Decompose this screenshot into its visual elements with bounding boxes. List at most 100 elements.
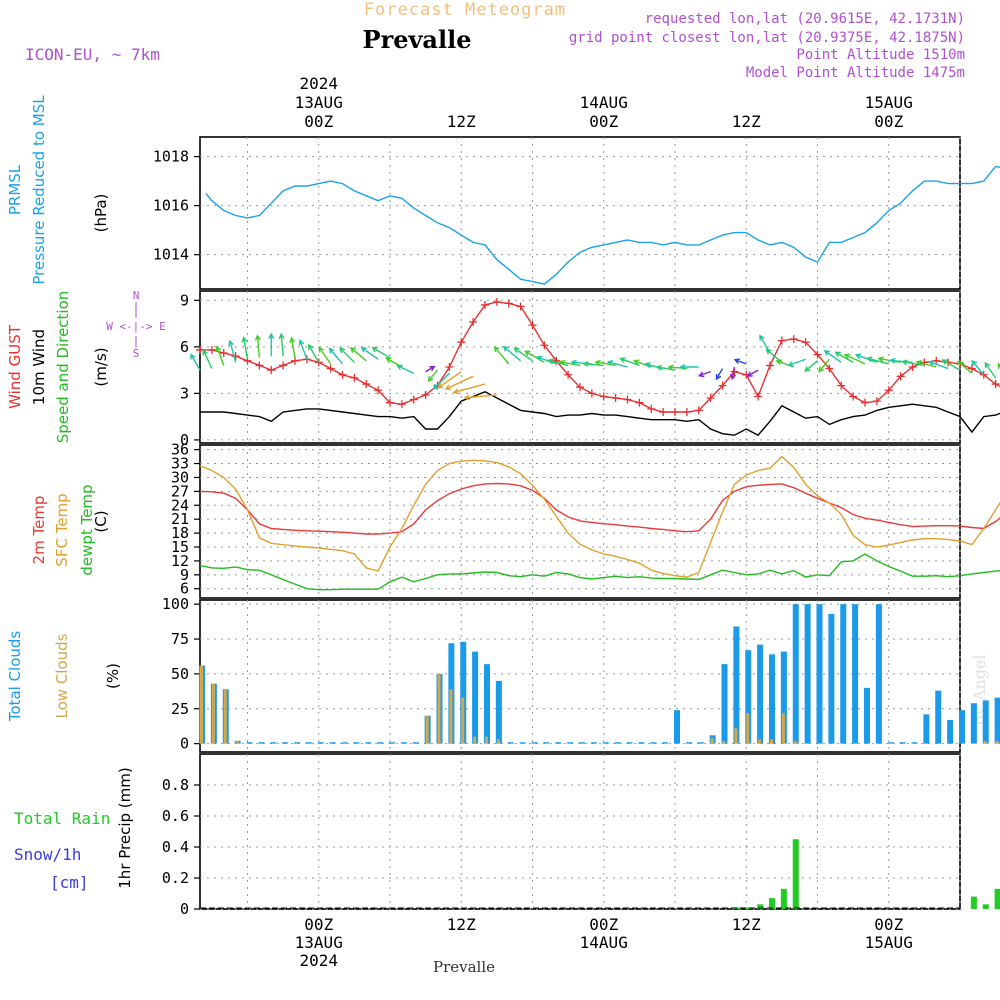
low-cloud-bar xyxy=(437,673,441,744)
gust-marker xyxy=(706,394,715,403)
wind-arrow xyxy=(548,359,569,367)
gust-marker xyxy=(576,383,584,392)
wind-arrow-head xyxy=(854,353,862,360)
unit-label: (m/s) xyxy=(92,347,110,386)
y-tick-label: 50 xyxy=(171,665,189,683)
y-tick-label: 15 xyxy=(171,538,189,556)
wind-arrow-head xyxy=(823,350,830,356)
rain-bar xyxy=(792,839,799,909)
wind-arrow-head xyxy=(396,364,403,371)
wind-arrow-head xyxy=(765,348,772,355)
product-title: Forecast Meteogram xyxy=(364,0,566,20)
y-tick-label: 18 xyxy=(171,524,189,542)
total-cloud-bar xyxy=(567,742,574,744)
low-cloud-bar xyxy=(758,739,762,744)
total-cloud-bar xyxy=(792,604,799,744)
gust-marker xyxy=(540,341,549,350)
total-cloud-bar xyxy=(852,604,859,744)
rain-bar xyxy=(745,907,752,909)
low-cloud-bar xyxy=(425,715,429,744)
total-cloud-bar xyxy=(472,651,479,744)
y-tick-label: 27 xyxy=(171,482,189,500)
gust-marker xyxy=(766,361,774,370)
low-cloud-bar xyxy=(995,740,999,744)
y-tick-label: 0 xyxy=(180,900,189,918)
wind-arrow-head xyxy=(570,359,577,366)
wind-arrow-head xyxy=(606,359,614,366)
total-cloud-bar xyxy=(460,641,467,744)
wind-arrow xyxy=(494,346,510,365)
gust-marker xyxy=(587,389,596,398)
total-cloud-bar xyxy=(662,742,669,744)
y-tick-label: 75 xyxy=(171,630,189,648)
wind-arrow-head xyxy=(971,359,978,367)
wind-arrow xyxy=(427,369,439,382)
wind-arrow-head xyxy=(202,349,208,356)
rain-side-label: Total Rain xyxy=(14,809,110,828)
gust-marker xyxy=(314,358,323,367)
gust-marker xyxy=(492,297,501,306)
wind-arrow-head xyxy=(759,334,765,341)
wind-arrow-head xyxy=(427,375,434,382)
total-cloud-bar xyxy=(531,742,538,744)
panel-ylabel: dewpt Temp xyxy=(78,484,96,575)
y-tick-label: 100 xyxy=(162,595,189,613)
gust-marker xyxy=(599,392,608,401)
top-time-label: 00Z xyxy=(304,112,333,131)
wind-arrow-head xyxy=(679,363,686,371)
total-cloud-bar xyxy=(412,742,419,744)
low-cloud-bar xyxy=(461,697,465,744)
wind-arrow xyxy=(747,369,759,377)
panel-ylabel: Wind GUST xyxy=(6,324,24,409)
top-time-label: 12Z xyxy=(732,112,761,131)
top-time-label: 2024 xyxy=(299,74,338,93)
bottom-time-label: 15AUG xyxy=(865,933,913,952)
bottom-time-label: 13AUG xyxy=(295,933,343,952)
unit-label: (%) xyxy=(104,663,122,689)
low-cloud-bar xyxy=(710,738,714,744)
wind-arrow-head xyxy=(715,373,722,381)
wind-arrow xyxy=(855,354,878,364)
total-cloud-bar xyxy=(970,703,977,744)
panel-ylabel: Total Clouds xyxy=(6,631,24,723)
panel-ylabel: 1hr Precip (mm) xyxy=(116,767,134,888)
gust-marker xyxy=(397,400,406,409)
total-cloud-bar xyxy=(947,719,954,744)
wind-arrow-head xyxy=(278,332,285,340)
gust-marker xyxy=(647,404,656,413)
gust-marker xyxy=(682,407,691,416)
wind-arrow xyxy=(942,359,961,371)
y-tick-label: 36 xyxy=(171,441,189,459)
total-cloud-bar xyxy=(484,664,490,744)
gust-marker xyxy=(326,364,335,373)
rain-bar xyxy=(769,898,775,909)
footer-location: Prevalle xyxy=(433,958,495,976)
low-cloud-bar xyxy=(223,689,227,744)
wind-arrow xyxy=(216,346,225,366)
gust-marker xyxy=(825,364,834,373)
total-cloud-bar xyxy=(757,644,764,744)
gust-marker xyxy=(813,350,822,359)
model-altitude: Model Point Altitude 1475m xyxy=(746,65,965,81)
wind-arrow-head xyxy=(619,357,626,363)
gust-marker xyxy=(374,386,383,395)
total-cloud-bar xyxy=(994,697,1000,744)
wind-arrow-head xyxy=(667,364,674,371)
gust-marker xyxy=(196,345,204,354)
wind-arrow-head xyxy=(190,353,196,360)
total-cloud-bar xyxy=(745,650,752,744)
wind-arrow xyxy=(715,368,724,380)
wind-arrow-head xyxy=(308,343,314,351)
panel-ylabel: Pressure Reduced to MSL xyxy=(30,95,48,285)
total-cloud-bar xyxy=(875,604,882,744)
wind-arrow-head xyxy=(268,332,275,339)
wind-arrow xyxy=(308,344,320,363)
wind-arrow xyxy=(608,361,628,368)
gust-marker xyxy=(967,364,976,373)
wind-arrow xyxy=(788,358,806,367)
y-tick-label: 9 xyxy=(180,566,189,584)
wind-arrow xyxy=(329,348,344,365)
wind-arrow-head xyxy=(655,364,663,371)
total-cloud-bar xyxy=(329,742,336,744)
wind-arrow-head xyxy=(385,357,392,363)
